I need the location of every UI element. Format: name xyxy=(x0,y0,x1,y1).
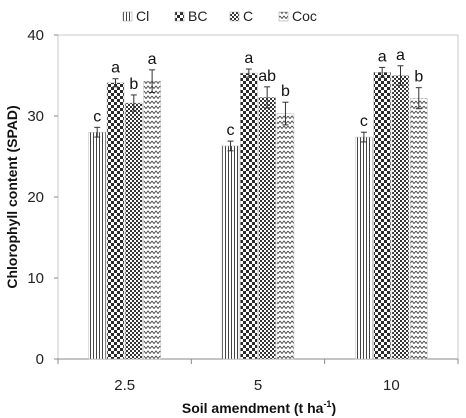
bar xyxy=(221,145,240,360)
x-tick-label: 10 xyxy=(383,377,400,394)
significance-label: b xyxy=(281,83,290,100)
legend-label: BC xyxy=(188,8,207,24)
x-axis-title: Soil amendment (t ha-1) xyxy=(182,399,336,416)
legend-swatch xyxy=(174,11,185,22)
legend-swatch xyxy=(122,11,133,22)
y-tick-label: 20 xyxy=(27,189,44,206)
significance-label: ab xyxy=(258,68,276,85)
significance-label: a xyxy=(378,48,387,65)
legend: Cl BC C Coc xyxy=(122,8,317,24)
significance-label: c xyxy=(93,108,101,125)
significance-label: b xyxy=(129,76,138,93)
significance-label: c xyxy=(360,113,368,130)
x-axis-title-end: ) xyxy=(331,400,336,416)
x-axis-title-main: Soil amendment (t ha xyxy=(182,400,324,416)
legend-swatch xyxy=(229,11,240,22)
significance-label: b xyxy=(414,69,423,86)
significance-label: a xyxy=(111,60,120,77)
bar xyxy=(410,97,428,360)
significance-label: a xyxy=(396,47,405,64)
significance-label: c xyxy=(227,122,235,139)
bar xyxy=(391,75,410,360)
x-axis: 2.5 5 10 xyxy=(57,359,459,394)
x-tick-label: 2.5 xyxy=(114,377,135,394)
significance-label: a xyxy=(244,50,253,67)
legend-label: Coc xyxy=(292,8,317,24)
legend-swatch xyxy=(278,11,289,22)
y-axis: 0 10 20 30 40 xyxy=(27,27,58,368)
bar xyxy=(88,131,106,360)
legend-label: Cl xyxy=(136,8,149,24)
bar xyxy=(355,136,373,360)
y-axis-title: Chlorophyll content (SPAD) xyxy=(4,105,20,288)
y-tick-label: 10 xyxy=(27,270,44,287)
bar xyxy=(240,72,258,360)
bar xyxy=(276,113,295,360)
y-tick-label: 30 xyxy=(27,108,44,125)
bar xyxy=(125,102,143,360)
bar xyxy=(373,72,391,360)
bar xyxy=(258,97,276,360)
significance-label: a xyxy=(148,51,157,68)
y-tick-label: 0 xyxy=(36,351,44,368)
bar xyxy=(143,80,161,360)
x-tick-label: 5 xyxy=(254,377,262,394)
legend-label: C xyxy=(243,8,253,24)
x-axis-title-sup: -1 xyxy=(323,399,331,409)
bar xyxy=(106,82,125,360)
y-tick-label: 40 xyxy=(27,27,44,44)
